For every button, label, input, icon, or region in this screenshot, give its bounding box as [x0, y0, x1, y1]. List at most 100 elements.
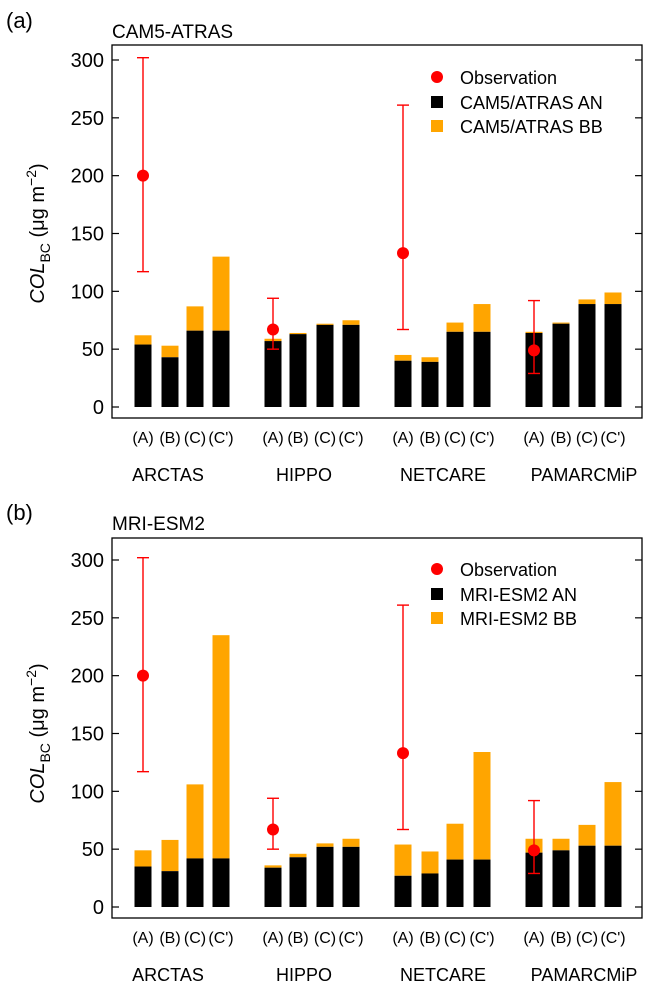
y-axis-label-main: COL	[27, 263, 49, 304]
legend-bb-label: MRI-ESM2 BB	[460, 609, 577, 629]
bar-an-hippo-1	[289, 334, 307, 407]
observation-point-arctas	[137, 669, 149, 682]
bar-an-pamarcmip-3	[604, 304, 622, 407]
bar-an-pamarcmip-1	[552, 850, 570, 907]
x-group-label: NETCARE	[400, 465, 486, 485]
x-subcategory-label: (A)	[392, 430, 413, 447]
bar-bb-arctas-0	[134, 335, 152, 345]
bar-bb-hippo-1	[289, 853, 307, 858]
x-subcategory-label: (C')	[469, 930, 494, 947]
y-axis-label-exp: −2	[23, 670, 39, 686]
bar-bb-netcare-1	[421, 851, 439, 874]
bar-bb-netcare-2	[446, 322, 464, 332]
x-subcategory-label: (C)	[576, 930, 598, 947]
bar-an-netcare-1	[421, 361, 439, 407]
bar-bb-arctas-1	[161, 345, 179, 358]
bar-an-hippo-3	[342, 846, 360, 907]
legend-observation-label: Observation	[460, 68, 557, 88]
bar-bb-hippo-3	[342, 320, 360, 325]
observation-point-pamarcmip	[528, 844, 540, 857]
bar-bb-arctas-1	[161, 839, 179, 872]
observation-point-hippo	[267, 323, 279, 336]
bar-bb-hippo-2	[316, 323, 334, 325]
x-subcategory-label: (C')	[208, 930, 233, 947]
bar-bb-arctas-3	[212, 635, 230, 859]
x-subcategory-label: (A)	[392, 930, 413, 947]
y-axis-label-sub: BC	[37, 243, 53, 262]
legend-an-label: MRI-ESM2 AN	[460, 585, 577, 605]
panel-label: (b)	[6, 500, 33, 525]
observation-point-netcare	[397, 747, 409, 760]
x-subcategory-label: (C)	[184, 430, 206, 447]
panel-title: MRI-ESM2	[112, 514, 205, 535]
x-subcategory-label: (A)	[523, 430, 544, 447]
x-subcategory-label: (B)	[287, 930, 308, 947]
x-subcategory-label: (C)	[184, 930, 206, 947]
bar-bb-hippo-0	[264, 865, 282, 868]
bar-an-netcare-0	[394, 360, 412, 407]
x-subcategory-label: (C')	[469, 430, 494, 447]
bar-an-arctas-3	[212, 858, 230, 907]
bar-an-arctas-1	[161, 357, 179, 407]
bar-an-hippo-2	[316, 846, 334, 907]
x-subcategory-label: (B)	[159, 430, 180, 447]
bar-bb-pamarcmip-1	[552, 838, 570, 851]
chart-panel-b: (b) MRI-ESM2 0 50 100 150 200 250 300 COLBC (μg m…	[6, 500, 643, 983]
x-subcategory-label: (A)	[523, 930, 544, 947]
legend-bb-swatch	[431, 612, 443, 624]
x-subcategory-label: (B)	[419, 430, 440, 447]
bar-an-arctas-1	[161, 871, 179, 907]
x-subcategory-label: (A)	[262, 430, 283, 447]
plot-frame	[111, 537, 643, 919]
y-axis-label-close: )	[27, 163, 49, 170]
x-subcategory-label: (A)	[262, 930, 283, 947]
bar-an-netcare-1	[421, 873, 439, 907]
y-axis-label-main: COL	[27, 763, 49, 804]
y-tick-label: 100	[71, 781, 104, 803]
bar-bb-arctas-3	[212, 256, 230, 331]
x-subcategory-label: (C)	[314, 430, 336, 447]
x-group-label: HIPPO	[276, 465, 332, 485]
bar-bb-netcare-0	[394, 354, 412, 361]
y-tick-label: 300	[71, 550, 104, 572]
x-subcategory-label: (C)	[444, 430, 466, 447]
bar-bb-netcare-3	[473, 304, 491, 332]
bar-an-arctas-2	[186, 330, 204, 407]
y-tick-label: 50	[82, 839, 104, 861]
x-subcategory-label: (C')	[338, 430, 363, 447]
y-tick-label: 300	[71, 50, 104, 72]
bar-bb-pamarcmip-2	[578, 299, 596, 305]
x-subcategory-label: (A)	[132, 430, 153, 447]
chart-panel-a: (a) CAM5-ATRAS 0 50 100 150 200 250 300 COLBC (μg…	[6, 8, 643, 485]
y-tick-label: 50	[82, 339, 104, 361]
x-group-label: PAMARCMiP	[531, 965, 638, 983]
bar-an-pamarcmip-2	[578, 304, 596, 407]
observation-point-hippo	[267, 823, 279, 836]
bar-an-netcare-2	[446, 331, 464, 407]
x-subcategory-label: (C)	[314, 930, 336, 947]
panel-title: CAM5-ATRAS	[112, 22, 233, 43]
x-subcategory-label: (B)	[159, 930, 180, 947]
y-tick-label: 250	[71, 108, 104, 130]
legend-an-swatch	[431, 96, 443, 108]
bar-bb-netcare-2	[446, 823, 464, 860]
bar-an-pamarcmip-0	[525, 852, 543, 907]
bar-an-pamarcmip-1	[552, 323, 570, 407]
bar-bb-hippo-1	[289, 332, 307, 335]
bar-an-arctas-2	[186, 858, 204, 907]
y-axis-label: COLBC (μg m−2)	[23, 163, 53, 303]
observation-point-netcare	[397, 247, 409, 260]
bar-an-netcare-0	[394, 875, 412, 907]
legend-observation-marker	[431, 71, 443, 83]
bar-an-arctas-0	[134, 866, 152, 907]
observation-point-pamarcmip	[528, 344, 540, 357]
plot-frame	[111, 44, 643, 419]
bar-bb-hippo-2	[316, 843, 334, 847]
x-subcategory-label: (B)	[550, 930, 571, 947]
bar-an-arctas-0	[134, 344, 152, 407]
y-axis-label: COLBC (μg m−2)	[23, 663, 53, 803]
bar-an-hippo-1	[289, 857, 307, 907]
y-axis-label-exp: −2	[23, 170, 39, 186]
x-subcategory-label: (B)	[419, 930, 440, 947]
